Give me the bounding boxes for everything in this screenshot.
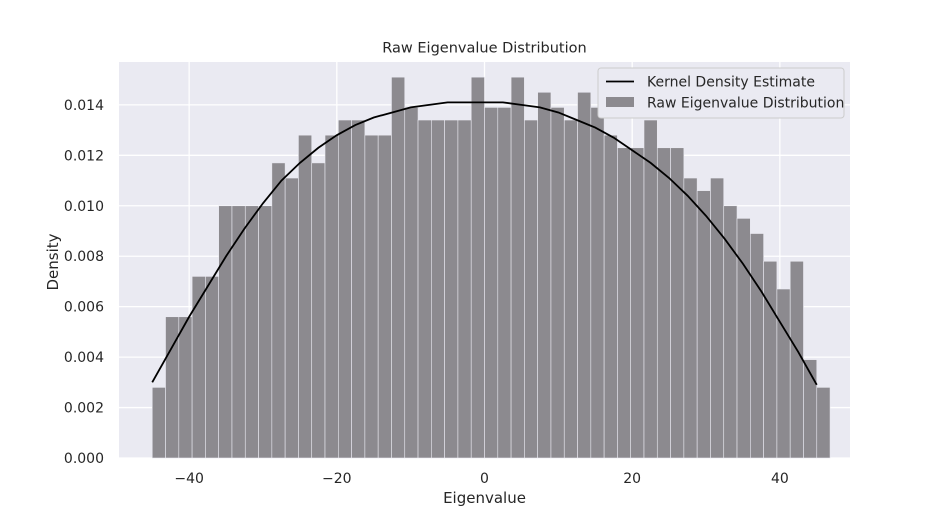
histogram-bar [417, 119, 432, 459]
histogram-bars [151, 76, 831, 459]
histogram-bar [683, 177, 698, 459]
x-tick-label: 40 [771, 471, 789, 487]
histogram-bar [271, 162, 286, 459]
histogram-bar [617, 147, 632, 459]
y-tick-label: 0.002 [64, 401, 104, 417]
histogram-bar [736, 218, 751, 459]
kde-line [151, 101, 818, 386]
histogram-bar [298, 134, 313, 459]
x-tick-label: 20 [623, 471, 641, 487]
histogram-bar [550, 107, 565, 459]
legend-label-kde: Kernel Density Estimate [647, 75, 815, 91]
x-axis-label: Eigenvalue [443, 489, 526, 507]
legend: Kernel Density Estimate Raw Eigenvalue D… [597, 67, 845, 119]
histogram-bar [205, 276, 219, 459]
histogram-bar [643, 119, 658, 459]
histogram-bar [750, 233, 764, 459]
chart-title: Raw Eigenvalue Distribution [382, 41, 586, 57]
histogram-bar [763, 260, 778, 459]
histogram-bar [537, 91, 552, 459]
y-tick-label: 0.004 [64, 350, 104, 366]
histogram-bar [590, 107, 605, 459]
histogram-bar [431, 119, 445, 459]
x-axis-ticks: −40 −20 0 20 40 [174, 471, 788, 487]
histogram-bar [457, 119, 472, 459]
histogram-bar [364, 134, 379, 459]
histogram-bar [218, 205, 233, 459]
histogram-bar [178, 316, 193, 459]
legend-patch-swatch [606, 97, 634, 107]
histogram-bar [630, 147, 645, 459]
histogram-bar [816, 387, 831, 459]
histogram-bar [377, 134, 392, 459]
y-tick-label: 0.008 [64, 249, 104, 265]
x-tick-label: −40 [174, 471, 204, 487]
histogram-bar [151, 387, 166, 459]
histogram-bar [324, 134, 339, 459]
histogram-bar [404, 107, 419, 459]
histogram-bar [603, 134, 618, 459]
histogram-bar [497, 107, 512, 459]
histogram-bar [191, 276, 206, 459]
histogram-bar [391, 76, 406, 459]
histogram-bar [484, 107, 499, 459]
histogram-bar [444, 119, 459, 459]
x-tick-label: 0 [480, 471, 489, 487]
histogram-bar [524, 119, 538, 459]
y-axis-label: Density [44, 233, 62, 290]
histogram-bar [284, 177, 299, 459]
legend-label-histogram: Raw Eigenvalue Distribution [647, 96, 844, 112]
histogram-bar [577, 91, 592, 459]
histogram-bar [656, 147, 671, 459]
histogram-bar [563, 119, 578, 459]
y-tick-label: 0.000 [64, 451, 104, 467]
histogram-bar [696, 190, 711, 459]
histogram-bar [244, 205, 259, 459]
y-axis-ticks: 0.000 0.002 0.004 0.006 0.008 0.010 0.012 0.014 [64, 98, 104, 467]
x-tick-label: −20 [322, 471, 352, 487]
histogram-bar [258, 205, 273, 459]
histogram-bar [670, 147, 685, 459]
legend-box [597, 67, 845, 119]
histogram-bar [789, 260, 804, 459]
histogram-bar [337, 119, 352, 459]
histogram-bar [723, 205, 738, 459]
y-tick-label: 0.006 [64, 300, 104, 316]
histogram-bar [710, 177, 725, 459]
histogram-bar [510, 76, 525, 459]
histogram-bar [776, 288, 791, 459]
y-tick-label: 0.014 [64, 98, 104, 114]
histogram-bar [311, 162, 326, 459]
histogram-bar [470, 76, 485, 459]
y-tick-label: 0.012 [64, 148, 104, 164]
y-tick-label: 0.010 [64, 199, 104, 215]
histogram-bar [351, 119, 366, 459]
